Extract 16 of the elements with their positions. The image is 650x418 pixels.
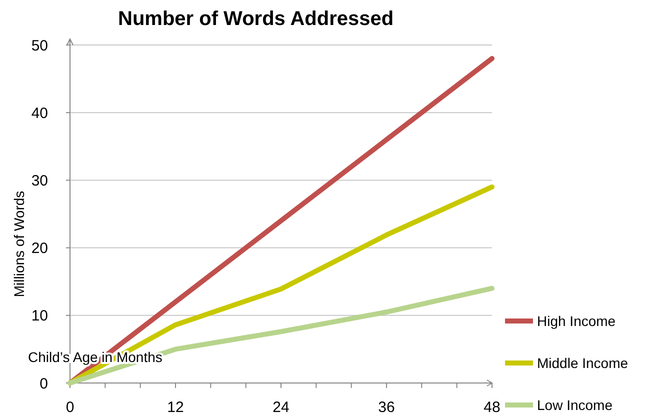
legend-label: Low Income [537, 396, 613, 413]
x-tick-label: 12 [167, 399, 184, 416]
y-tick-label: 10 [31, 308, 48, 325]
chart-title: Number of Words Addressed [118, 8, 394, 30]
y-axis-title: Millions of Words [11, 190, 27, 298]
x-tick-label: 48 [484, 399, 500, 416]
y-tick-label: 20 [31, 240, 48, 258]
y-tick-label: 40 [31, 104, 48, 122]
x-tick-label: 36 [378, 399, 395, 416]
y-tick-label: 30 [31, 172, 48, 190]
y-tick-label: 50 [31, 37, 48, 54]
legend-label: Middle Income [537, 354, 628, 371]
x-tick-label: 0 [66, 399, 74, 416]
x-tick-label: 24 [272, 399, 290, 416]
legend-label: High Income [537, 312, 616, 329]
y-tick-label: 0 [40, 375, 48, 392]
